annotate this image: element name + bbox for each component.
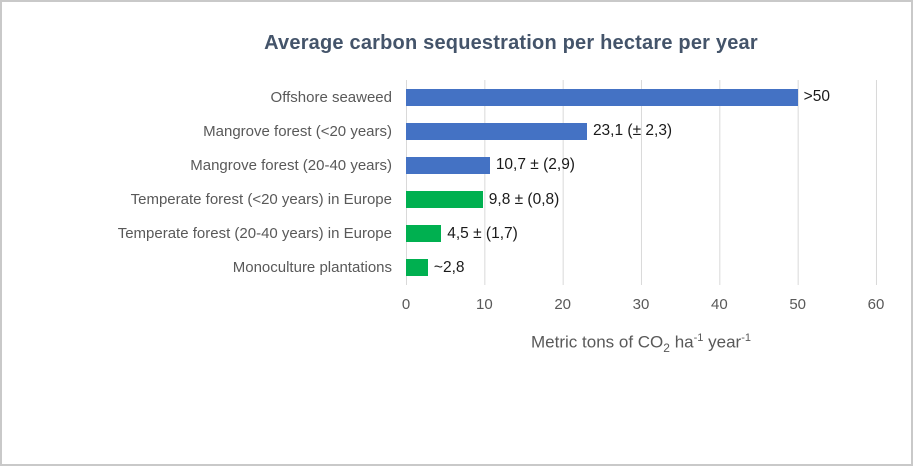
x-axis-title-unit: ha: [669, 332, 694, 352]
x-tick-30: 30: [632, 296, 650, 313]
bar-row: >50: [406, 80, 876, 114]
x-axis-ticks: 0 10 20 30 40 50 60: [402, 296, 885, 314]
category-axis: Offshore seaweed Mangrove forest (<20 ye…: [2, 80, 392, 285]
bar-mangrove-old: [406, 156, 490, 174]
category-label-mangrove-old: Mangrove forest (20-40 years): [190, 156, 392, 174]
category-label-temperate-old: Temperate forest (20-40 years) in Europe: [117, 225, 392, 243]
x-tick-40: 40: [710, 296, 728, 313]
bar-value-label: ~2,8: [433, 258, 465, 276]
category-label-offshore-seaweed: Offshore seaweed: [270, 88, 392, 106]
x-axis-title-unit: year: [703, 332, 742, 352]
x-tick-60: 60: [867, 296, 885, 313]
x-axis-title-text: Metric tons of CO: [531, 332, 664, 352]
bar-temperate-young: [406, 191, 483, 209]
bar-row: 10,7 ± (2,9): [406, 148, 876, 182]
bar-row: 9,8 ± (0,8): [406, 183, 876, 217]
x-tick-10: 10: [475, 296, 493, 313]
bar-value-label: 23,1 (± 2,3): [592, 122, 673, 140]
x-tick-0: 0: [401, 296, 411, 313]
category-label-temperate-young: Temperate forest (<20 years) in Europe: [130, 191, 392, 209]
bar-value-label: 4,5 ± (1,7): [447, 224, 518, 242]
bar-row: 23,1 (± 2,3): [406, 114, 876, 148]
bar-value-label: 10,7 ± (2,9): [495, 156, 575, 174]
category-label-monoculture: Monoculture plantations: [232, 259, 392, 277]
x-axis-title-superscript: -1: [741, 332, 751, 344]
category-label-mangrove-young: Mangrove forest (<20 years): [203, 122, 392, 140]
chart-title: Average carbon sequestration per hectare…: [264, 32, 758, 54]
bar-value-label: 9,8 ± (0,8): [488, 190, 560, 208]
x-axis-title-superscript: -1: [693, 332, 704, 344]
x-axis-title: Metric tons of CO2 ha-1 year-1: [406, 332, 876, 355]
bar-value-label: >50: [803, 88, 830, 106]
plot-area: >50 23,1 (± 2,3) 10,7 ± (2,9) 9,8 ± (0,8…: [406, 80, 877, 285]
bar-monoculture: [406, 259, 428, 277]
x-axis-title-subscript: 2: [663, 341, 670, 356]
bar-offshore-seaweed: [406, 88, 798, 106]
x-tick-50: 50: [789, 296, 806, 313]
bar-temperate-old: [406, 225, 442, 243]
bar-row: 4,5 ± (1,7): [406, 217, 876, 251]
x-tick-20: 20: [554, 296, 571, 313]
bar-mangrove-young: [406, 122, 587, 140]
bar-row: ~2,8: [406, 251, 876, 285]
